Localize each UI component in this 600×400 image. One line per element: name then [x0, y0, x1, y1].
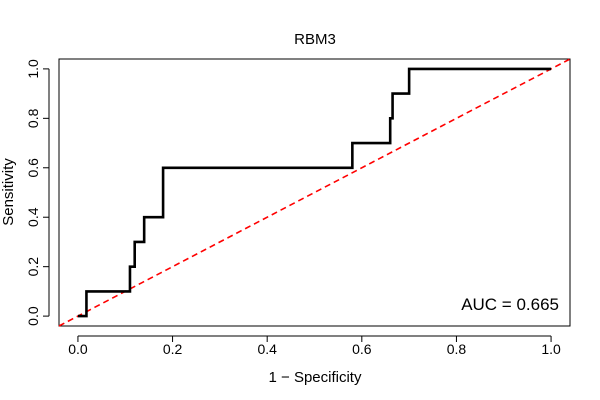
y-tick-label: 0.2 — [25, 257, 41, 277]
y-tick-label: 0.4 — [25, 207, 41, 227]
y-tick-label: 1.0 — [25, 59, 41, 79]
x-tick-label: 1.0 — [541, 341, 561, 357]
y-axis: 0.0 0.2 0.4 0.6 0.8 1.0 — [25, 59, 50, 326]
chart-title: RBM3 — [294, 31, 336, 48]
chance-diagonal-line — [58, 58, 571, 327]
x-tick-label: 0.4 — [257, 341, 277, 357]
x-tick-label: 0.0 — [68, 341, 88, 357]
series-layer — [58, 58, 571, 327]
x-axis-label: 1 − Specificity — [269, 369, 362, 386]
plot-frame — [58, 58, 571, 327]
y-tick-label: 0.8 — [25, 108, 41, 128]
auc-annotation: AUC = 0.665 — [461, 295, 559, 314]
x-tick-label: 0.2 — [163, 341, 183, 357]
y-tick-label: 0.6 — [25, 158, 41, 178]
roc-curve-line — [77, 67, 552, 318]
y-axis-label: Sensitivity — [0, 158, 17, 226]
x-tick-label: 0.8 — [447, 341, 467, 357]
y-tick-label: 0.0 — [25, 306, 41, 326]
x-tick-label: 0.6 — [352, 341, 372, 357]
x-axis: 0.0 0.2 0.4 0.6 0.8 1.0 — [68, 335, 561, 357]
